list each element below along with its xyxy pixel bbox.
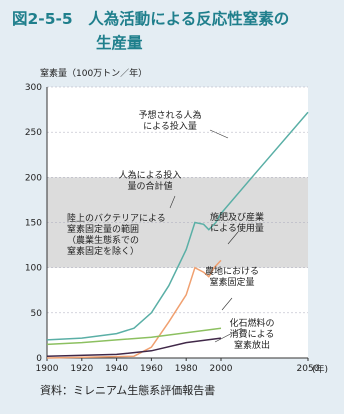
y-label: 窒素量（100万トン／年） [40, 67, 147, 79]
series-line [220, 111, 309, 214]
x-unit: (年) [312, 363, 328, 375]
leaders [169, 129, 243, 343]
x-tick-label: 2050 [297, 364, 320, 374]
source: 資料：ミレニアム生態系評価報告書 [40, 383, 215, 397]
y-tick-label: 300 [25, 83, 42, 93]
annotation: による使用量 [210, 222, 264, 234]
annotation: 予想される人為 [138, 109, 201, 121]
series-line [46, 327, 222, 346]
annotation: 量の合計値 [127, 180, 172, 192]
y-tick-label: 0 [36, 354, 42, 364]
title: 生産量 [96, 33, 143, 52]
y-tick-label: 50 [31, 309, 43, 319]
series-line [46, 213, 222, 341]
y-tick-label: 150 [25, 219, 42, 229]
annotation: 農地における [205, 265, 259, 277]
annotation: による投入量 [143, 120, 197, 132]
y-tick-label: 250 [25, 128, 42, 138]
annotation: 窒素固定量の範囲 [67, 223, 139, 235]
annotation: 消費による [230, 328, 275, 340]
x-tick-label: 1960 [140, 364, 163, 374]
annotation: 窒素固定を除く） [67, 245, 139, 257]
x-tick-label: 1940 [105, 364, 128, 374]
x-tick-label: 1980 [175, 364, 198, 374]
annotation: 化石燃料の [229, 317, 274, 329]
x-tick-label: 1900 [36, 364, 59, 374]
y-tick-label: 200 [25, 173, 42, 183]
y-tick-label: 100 [25, 264, 42, 274]
annotation: 窒素放出 [234, 339, 270, 351]
annotation: 人為による投入 [119, 169, 182, 181]
x-tick-label: 2000 [210, 364, 233, 374]
annotation: 陸上のバクテリアによる [67, 212, 166, 224]
annotation: 窒素固定量 [209, 276, 254, 288]
annotation: （農業生態系での [67, 234, 139, 246]
annotation: 施肥及び産業 [210, 211, 264, 223]
series-line [46, 337, 222, 357]
title: 図2-5-5 人為活動による反応性窒素の [12, 9, 289, 28]
x-tick-label: 1920 [70, 364, 93, 374]
